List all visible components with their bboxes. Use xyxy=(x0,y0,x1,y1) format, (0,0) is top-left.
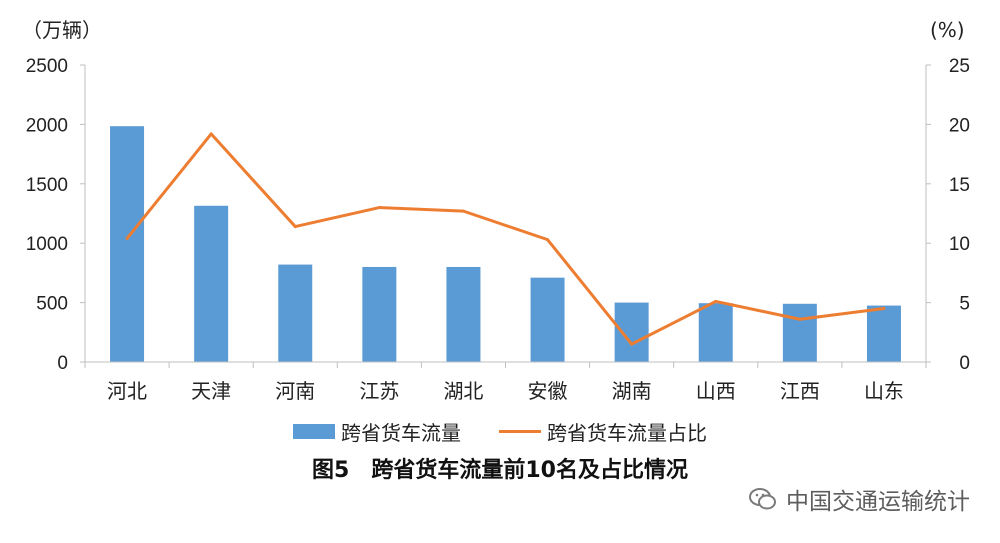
y-left-tick-label-2: 1000 xyxy=(26,234,68,255)
bar-7 xyxy=(698,303,733,362)
x-tick-label-5: 安徽 xyxy=(528,379,568,403)
line-point-2 xyxy=(293,225,297,229)
bar-9 xyxy=(866,305,901,362)
bar-8 xyxy=(782,303,817,362)
x-tick-label-9: 山东 xyxy=(864,379,904,403)
bar-4 xyxy=(446,266,481,362)
y-left-tick-label-4: 2000 xyxy=(26,115,68,136)
line-point-3 xyxy=(377,206,381,210)
left-axis-unit: （万辆） xyxy=(22,18,102,42)
bar-6 xyxy=(614,302,649,362)
y-right-tick-label-1: 5 xyxy=(959,294,970,315)
y-left-tick-label-3: 1500 xyxy=(26,175,68,196)
line-series xyxy=(125,132,886,346)
bar-1 xyxy=(194,205,229,362)
axes: 0 500 1000 1500 2000 2500 0 5 10 15 20 25 河北 天津 河南 江苏 湖北… xyxy=(26,56,970,403)
line-point-0 xyxy=(125,236,129,240)
line-point-1 xyxy=(209,132,213,136)
bar-5 xyxy=(530,277,565,362)
bar-0 xyxy=(110,126,145,362)
combo-chart: 0 500 1000 1500 2000 2500 0 5 10 15 20 25 河北 天津 河南 江苏 湖北… xyxy=(26,56,970,403)
legend-swatch-line xyxy=(499,429,541,433)
y-right-tick-label-0: 0 xyxy=(959,353,970,374)
x-tick-label-3: 江苏 xyxy=(359,379,399,403)
y-right-tick-label-3: 15 xyxy=(949,175,970,196)
y-right-tick-label-2: 10 xyxy=(949,234,970,255)
x-tick-label-4: 湖北 xyxy=(443,379,483,403)
line-path xyxy=(125,132,885,346)
right-axis-unit: (%) xyxy=(930,18,965,42)
y-left-tick-label-5: 2500 xyxy=(26,56,68,77)
y-right-tick-label-4: 20 xyxy=(949,115,970,136)
x-tick-label-7: 山西 xyxy=(696,379,736,403)
watermark-text: 中国交通运输统计 xyxy=(786,489,970,515)
wechat-icon xyxy=(749,488,776,510)
x-tick-label-6: 湖南 xyxy=(612,379,652,403)
bar-2 xyxy=(278,264,313,362)
x-tick-label-8: 江西 xyxy=(780,379,820,403)
y-left-tick-label-1: 500 xyxy=(36,294,68,315)
x-tick-label-2: 河南 xyxy=(275,379,315,403)
legend-label-bar: 跨省货车流量 xyxy=(341,420,461,445)
x-tick-label-0: 河北 xyxy=(107,379,147,403)
line-point-5 xyxy=(546,238,550,242)
legend: 跨省货车流量 跨省货车流量占比 xyxy=(0,416,1000,446)
legend-label-line: 跨省货车流量占比 xyxy=(547,420,707,445)
bar-series xyxy=(110,126,901,362)
legend-item-line: 跨省货车流量占比 xyxy=(499,417,707,446)
legend-item-bar: 跨省货车流量 xyxy=(293,417,461,446)
x-tick-label-1: 天津 xyxy=(191,379,231,403)
y-right-tick-label-5: 25 xyxy=(949,56,970,77)
bar-3 xyxy=(362,266,397,362)
line-point-4 xyxy=(461,209,465,213)
line-point-8 xyxy=(798,317,802,321)
legend-swatch-bar xyxy=(293,423,335,439)
line-point-6 xyxy=(630,342,634,346)
line-point-7 xyxy=(714,299,718,303)
y-left-tick-label-0: 0 xyxy=(57,353,68,374)
figure-caption: 图5 跨省货车流量前10名及占比情况 xyxy=(312,458,688,483)
line-point-9 xyxy=(882,307,886,311)
watermark: 中国交通运输统计 xyxy=(748,482,970,516)
